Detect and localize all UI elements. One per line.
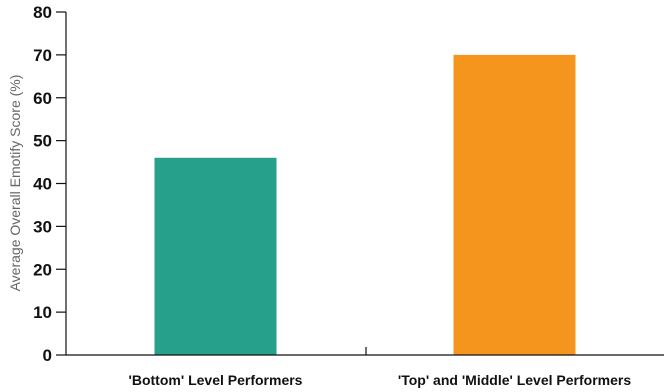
y-axis-ticks: 0 10 20 30 40 50 60 70 80 xyxy=(33,3,66,365)
bar-2 xyxy=(453,54,576,355)
y-tick-label: 40 xyxy=(33,175,52,194)
y-tick-label: 50 xyxy=(33,132,52,151)
bar-1 xyxy=(154,157,277,355)
x-category-label: 'Top' and 'Middle' Level Performers xyxy=(398,372,631,388)
y-tick-label: 10 xyxy=(33,303,52,322)
y-tick-label: 60 xyxy=(33,89,52,108)
x-category-label: 'Bottom' Level Performers xyxy=(129,372,303,388)
y-axis-title: Average Overall Emotify Score (%) xyxy=(7,75,23,292)
y-tick-label: 20 xyxy=(33,260,52,279)
y-tick-label: 0 xyxy=(43,346,52,365)
y-tick-label: 70 xyxy=(33,46,52,65)
x-axis-labels: 'Bottom' Level Performers 'Top' and 'Midd… xyxy=(129,372,632,388)
y-tick-label: 80 xyxy=(33,3,52,22)
bars xyxy=(154,54,576,355)
y-tick-label: 30 xyxy=(33,217,52,236)
